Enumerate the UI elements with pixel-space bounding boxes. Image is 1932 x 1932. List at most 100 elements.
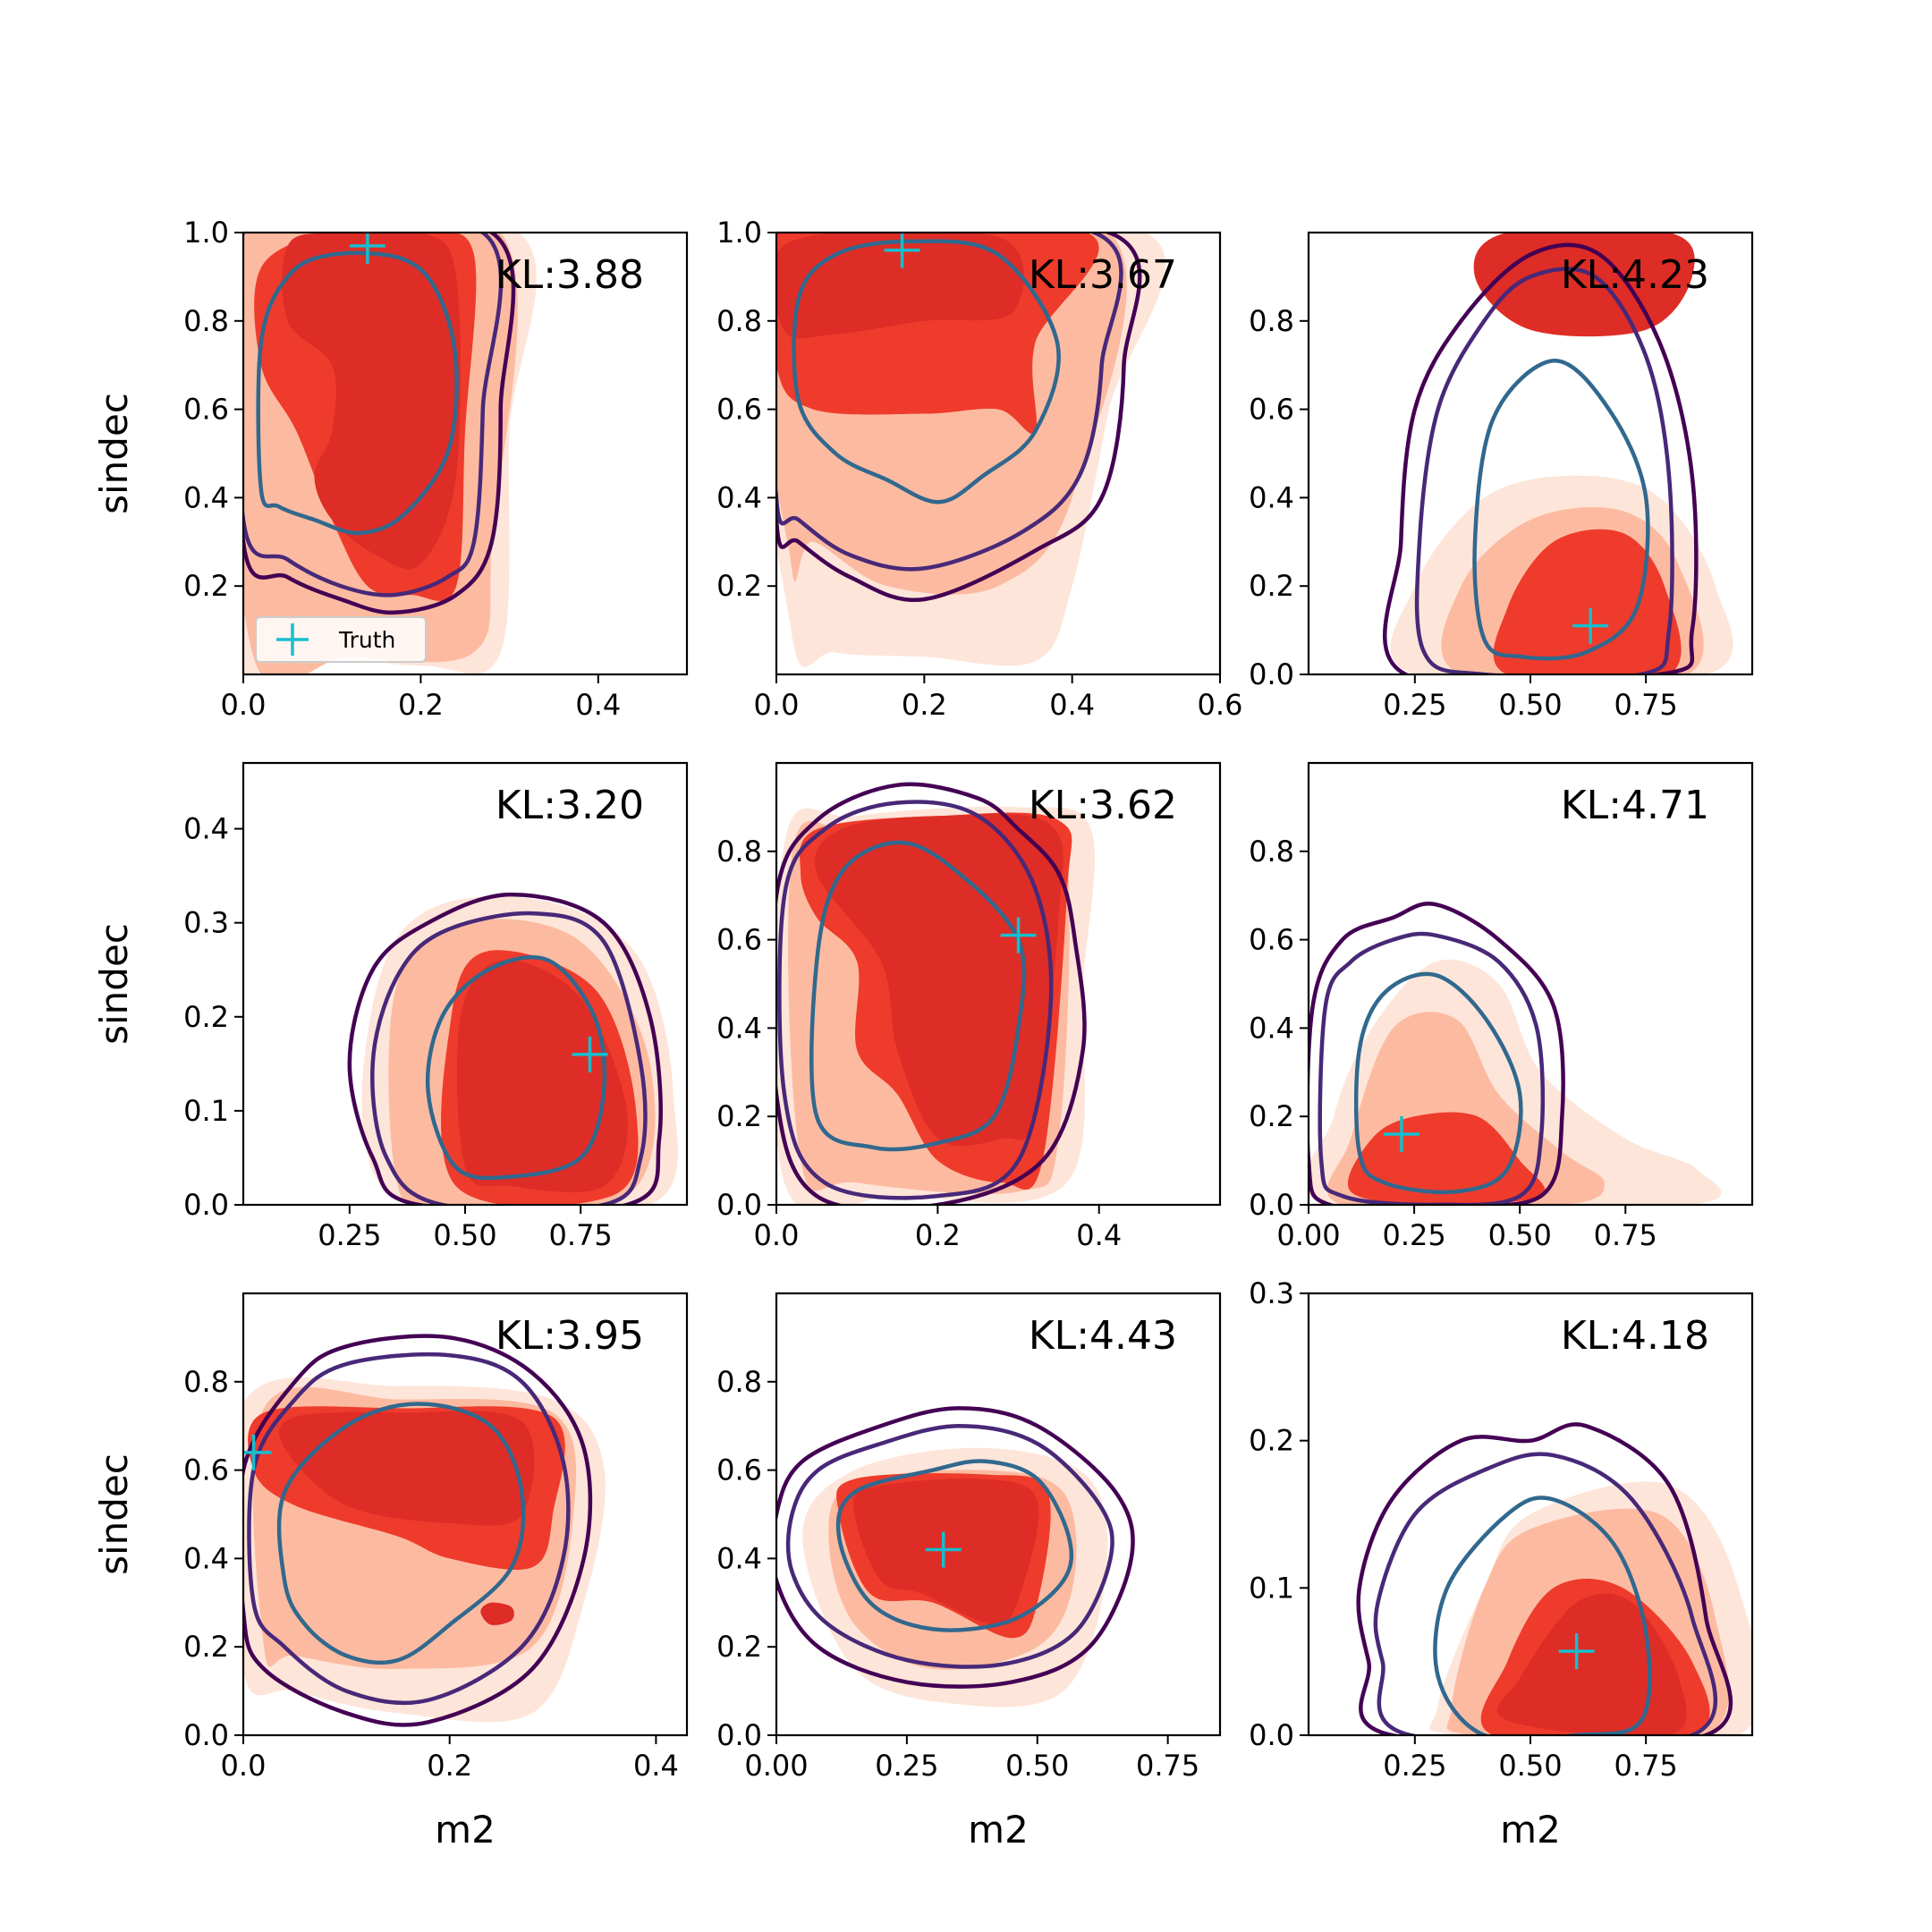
truth-marker — [925, 1531, 962, 1568]
middle-contour — [243, 233, 504, 597]
plot-layer — [776, 233, 1165, 667]
middle-contour — [370, 911, 648, 1205]
x-axis-label: m2 — [435, 1808, 496, 1852]
y-tick-label: 0.4 — [716, 1011, 762, 1045]
subplot-9: 0.25 0.50 0.75 0.0 0.1 0.2 0.3 KL:4.18 m2 — [1249, 1276, 1754, 1852]
x-tick-label: 0.75 — [1614, 688, 1678, 722]
x-tick-label: 0.50 — [1498, 688, 1562, 722]
axes-frame — [242, 1292, 689, 1737]
x-tick-label: 0.0 — [754, 688, 800, 722]
plot-layer — [1382, 233, 1733, 674]
truth-marker — [243, 1434, 272, 1470]
x-tick-label: 0.50 — [1488, 1218, 1552, 1252]
density-fill-level-4 — [776, 233, 1024, 339]
x-tick-label: 0.25 — [1382, 1218, 1445, 1252]
y-tick-label: 1.0 — [183, 216, 229, 250]
x-axis-label: m2 — [1500, 1808, 1561, 1852]
y-tick-label: 0.4 — [716, 1541, 762, 1575]
axes-frame — [775, 231, 1222, 676]
truth-marker — [1000, 917, 1037, 953]
x-tick-label: 0.50 — [1498, 1749, 1562, 1783]
inner-contour — [809, 840, 1027, 1152]
y-tick-label: 0.8 — [716, 835, 762, 869]
y-tick-label: 0.8 — [1249, 835, 1294, 869]
plot-layer — [243, 1334, 606, 1727]
middle-contour — [776, 233, 1123, 572]
x-tick-label: 0.0 — [221, 1749, 267, 1783]
subplot-3: 0.25 0.50 0.75 0.0 0.2 0.4 0.6 0.8 KL:4.23 — [1249, 231, 1754, 722]
y-tick-label: 0.8 — [716, 304, 762, 338]
x-tick-label: 0.25 — [875, 1749, 938, 1783]
density-fill-level-5 — [480, 1602, 514, 1625]
x-tick-label: 0.00 — [1276, 1218, 1340, 1252]
legend-box — [255, 616, 427, 663]
y-tick-label: 0.6 — [716, 393, 762, 427]
x-tick-label: 0.4 — [1049, 688, 1095, 722]
subplot-6: 0.00 0.25 0.50 0.75 0.0 0.2 0.4 0.6 0.8 KL:4.71 — [1249, 761, 1754, 1252]
x-tick-label: 0.75 — [1614, 1749, 1678, 1783]
plot-layer — [243, 233, 537, 674]
truth-marker — [884, 233, 920, 268]
kl-label: KL:3.95 — [496, 1313, 644, 1359]
kl-label: KL:3.67 — [1029, 252, 1177, 298]
x-tick-label: 0.0 — [754, 1218, 800, 1252]
middle-contour — [785, 1423, 1114, 1669]
y-tick-label: 0.0 — [1249, 1718, 1294, 1752]
subplot-7: 0.0 0.2 0.4 0.0 0.2 0.4 0.6 0.8 KL:3.95 m2 sindec — [92, 1292, 689, 1852]
y-tick-label: 0.3 — [1249, 1276, 1294, 1310]
y-tick-label: 0.8 — [1249, 304, 1294, 338]
kl-label: KL:4.71 — [1561, 783, 1709, 828]
y-tick-label: 0.4 — [183, 812, 229, 846]
kl-label: KL:4.23 — [1561, 252, 1709, 298]
y-tick-label: 0.8 — [183, 304, 229, 338]
plot-layer — [776, 1406, 1135, 1707]
y-tick-label: 0.2 — [716, 569, 762, 603]
y-axis-label: sindec — [92, 923, 136, 1045]
truth-marker — [1383, 1115, 1419, 1152]
x-tick-label: 0.75 — [1594, 1218, 1657, 1252]
inner-contour — [835, 1459, 1074, 1632]
density-fill-level-4 — [282, 233, 462, 570]
plot-layer — [347, 892, 679, 1205]
kl-label: KL:4.18 — [1561, 1313, 1709, 1359]
y-tick-label: 0.2 — [1249, 1099, 1294, 1133]
y-tick-label: 0.4 — [1249, 1011, 1294, 1045]
y-tick-label: 0.0 — [183, 1718, 229, 1752]
outer-contour — [243, 233, 516, 615]
density-fill-level-4 — [456, 960, 628, 1193]
middle-contour — [1414, 267, 1674, 674]
y-tick-label: 0.6 — [183, 393, 229, 427]
x-tick-label: 0.25 — [1383, 688, 1446, 722]
density-fill-level-4 — [814, 813, 1063, 1147]
y-tick-label: 0.2 — [1249, 1424, 1294, 1458]
middle-contour — [1373, 1452, 1718, 1735]
x-tick-label: 0.2 — [915, 1218, 961, 1252]
axes-frame — [775, 1292, 1222, 1737]
x-tick-label: 0.4 — [575, 688, 621, 722]
y-tick-label: 0.2 — [183, 1000, 229, 1034]
axes-frame — [775, 761, 1222, 1207]
y-tick-label: 0.2 — [183, 1630, 229, 1664]
legend: Truth — [255, 616, 427, 663]
y-tick-label: 0.2 — [716, 1099, 762, 1133]
y-tick-label: 0.6 — [183, 1453, 229, 1487]
x-tick-label: 0.2 — [902, 688, 947, 722]
outer-contour — [776, 782, 1087, 1205]
y-tick-label: 0.4 — [183, 1541, 229, 1575]
y-tick-label: 0.3 — [183, 906, 229, 940]
y-axis-label: sindec — [92, 1453, 136, 1575]
x-tick-label: 0.50 — [1005, 1749, 1069, 1783]
inner-contour — [792, 239, 1061, 504]
y-tick-label: 0.2 — [183, 569, 229, 603]
y-tick-label: 0.1 — [1249, 1571, 1294, 1605]
x-tick-label: 0.0 — [221, 688, 267, 722]
y-tick-label: 0.0 — [716, 1718, 762, 1752]
y-tick-label: 0.1 — [183, 1094, 229, 1128]
kl-label: KL:3.62 — [1029, 783, 1177, 828]
truth-marker — [1572, 607, 1609, 644]
outer-contour — [243, 1334, 593, 1727]
y-tick-label: 0.6 — [1249, 393, 1294, 427]
x-tick-label: 0.75 — [549, 1218, 613, 1252]
legend-label: Truth — [338, 627, 395, 653]
